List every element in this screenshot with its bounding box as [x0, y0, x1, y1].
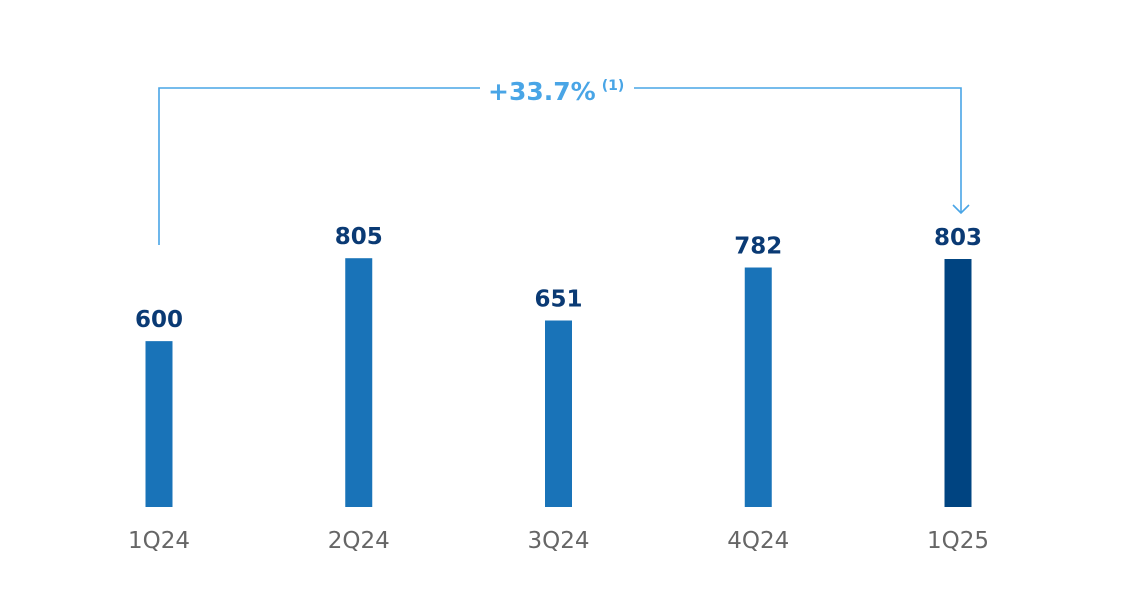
x-tick-label: 1Q25 — [927, 528, 989, 554]
x-tick-label: 2Q24 — [328, 528, 390, 554]
value-label: 782 — [734, 234, 782, 260]
growth-bracket — [158, 87, 962, 245]
value-label: 651 — [534, 287, 582, 313]
value-label: 600 — [135, 307, 183, 333]
bar — [944, 259, 972, 507]
x-tick-label: 3Q24 — [527, 528, 589, 554]
bar — [545, 320, 572, 507]
growth-annotation: +33.7% (1) — [488, 77, 624, 106]
arrow-head — [952, 204, 970, 215]
growth-value: +33.7% — [488, 77, 596, 106]
footnote-ref: (1) — [602, 78, 625, 94]
bar — [744, 267, 772, 507]
value-label: 805 — [335, 224, 383, 250]
annotation-bg — [480, 72, 634, 104]
x-tick-label: 1Q24 — [128, 528, 190, 554]
bar — [145, 341, 173, 507]
x-tick-label: 4Q24 — [727, 528, 789, 554]
value-label: 803 — [934, 225, 982, 251]
bar — [345, 258, 373, 507]
